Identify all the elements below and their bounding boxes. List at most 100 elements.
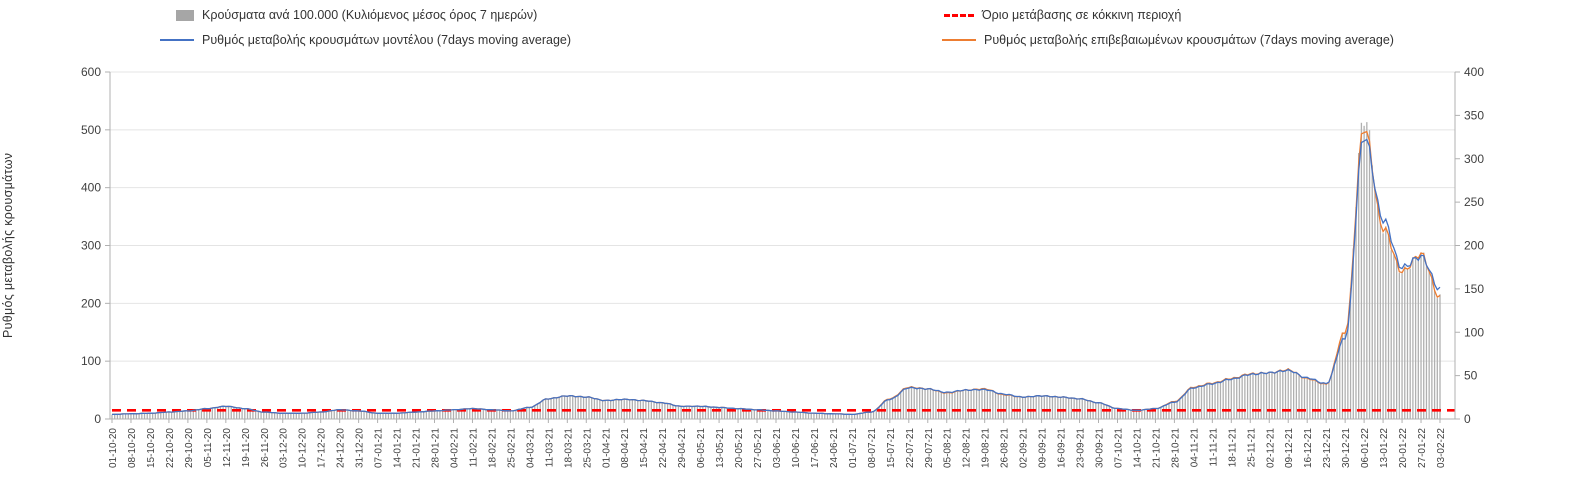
svg-text:11-03-21: 11-03-21 xyxy=(544,428,555,468)
svg-text:100: 100 xyxy=(1464,325,1484,339)
svg-text:29-10-20: 29-10-20 xyxy=(184,428,195,468)
svg-text:500: 500 xyxy=(81,123,101,137)
svg-text:17-06-21: 17-06-21 xyxy=(810,428,821,468)
svg-text:05-11-20: 05-11-20 xyxy=(203,428,214,468)
svg-text:01-04-21: 01-04-21 xyxy=(601,428,612,468)
svg-text:15-10-20: 15-10-20 xyxy=(146,428,157,468)
svg-text:600: 600 xyxy=(81,65,101,79)
svg-text:26-08-21: 26-08-21 xyxy=(1000,428,1011,468)
svg-text:03-12-20: 03-12-20 xyxy=(279,428,290,468)
svg-text:25-02-21: 25-02-21 xyxy=(506,428,517,468)
svg-text:11-02-21: 11-02-21 xyxy=(468,428,479,468)
svg-text:200: 200 xyxy=(81,296,101,310)
svg-text:30-12-21: 30-12-21 xyxy=(1341,428,1352,468)
svg-text:23-09-21: 23-09-21 xyxy=(1076,428,1087,468)
svg-text:24-12-20: 24-12-20 xyxy=(336,428,347,468)
svg-text:400: 400 xyxy=(81,181,101,195)
svg-text:31-12-20: 31-12-20 xyxy=(355,428,366,468)
svg-text:22-07-21: 22-07-21 xyxy=(905,428,916,468)
svg-text:350: 350 xyxy=(1464,108,1484,122)
svg-text:400: 400 xyxy=(1464,65,1484,79)
gray-bar-swatch-icon xyxy=(176,9,194,21)
svg-text:14-10-21: 14-10-21 xyxy=(1132,428,1143,468)
svg-text:08-04-21: 08-04-21 xyxy=(620,428,631,468)
svg-text:15-04-21: 15-04-21 xyxy=(639,428,650,468)
svg-text:24-06-21: 24-06-21 xyxy=(829,428,840,468)
svg-text:21-01-21: 21-01-21 xyxy=(412,428,423,468)
svg-text:25-11-21: 25-11-21 xyxy=(1246,428,1257,468)
legend-item-model-rate: Ρυθμός μεταβολής κρουσμάτων μοντέλου (7d… xyxy=(160,33,571,47)
svg-text:50: 50 xyxy=(1464,369,1478,383)
svg-text:18-11-21: 18-11-21 xyxy=(1227,428,1238,468)
svg-text:29-04-21: 29-04-21 xyxy=(677,428,688,468)
svg-text:28-01-21: 28-01-21 xyxy=(431,428,442,468)
legend-label-confirmed-rate: Ρυθμός μεταβολής επιβεβαιωμένων κρουσμάτ… xyxy=(984,33,1394,47)
orange-line-swatch-icon xyxy=(942,39,976,41)
svg-text:03-06-21: 03-06-21 xyxy=(772,428,783,468)
svg-text:26-11-20: 26-11-20 xyxy=(260,428,271,468)
svg-text:100: 100 xyxy=(81,354,101,368)
svg-text:04-11-21: 04-11-21 xyxy=(1189,428,1200,468)
svg-text:200: 200 xyxy=(1464,239,1484,253)
svg-text:13-05-21: 13-05-21 xyxy=(715,428,726,468)
svg-text:16-09-21: 16-09-21 xyxy=(1057,428,1068,468)
svg-text:30-09-21: 30-09-21 xyxy=(1095,428,1106,468)
svg-text:25-03-21: 25-03-21 xyxy=(582,428,593,468)
svg-text:150: 150 xyxy=(1464,282,1484,296)
svg-text:08-07-21: 08-07-21 xyxy=(867,428,878,468)
svg-text:01-07-21: 01-07-21 xyxy=(848,428,859,468)
svg-text:09-09-21: 09-09-21 xyxy=(1038,428,1049,468)
svg-text:300: 300 xyxy=(1464,152,1484,166)
svg-text:02-09-21: 02-09-21 xyxy=(1019,428,1030,468)
svg-text:03-02-22: 03-02-22 xyxy=(1436,428,1447,468)
legend-item-cases-per-100k: Κρούσματα ανά 100.000 (Κυλιόμενος μέσος … xyxy=(176,8,537,22)
svg-text:250: 250 xyxy=(1464,195,1484,209)
svg-text:27-01-22: 27-01-22 xyxy=(1417,428,1428,468)
svg-text:07-01-21: 07-01-21 xyxy=(374,428,385,468)
legend-item-confirmed-rate: Ρυθμός μεταβολής επιβεβαιωμένων κρουσμάτ… xyxy=(942,33,1394,47)
svg-text:29-07-21: 29-07-21 xyxy=(924,428,935,468)
svg-text:22-10-20: 22-10-20 xyxy=(165,428,176,468)
svg-text:01-10-20: 01-10-20 xyxy=(108,428,119,468)
svg-text:19-08-21: 19-08-21 xyxy=(981,428,992,468)
red-dashed-line-swatch-icon xyxy=(944,13,974,17)
svg-text:06-05-21: 06-05-21 xyxy=(696,428,707,468)
svg-text:16-12-21: 16-12-21 xyxy=(1303,428,1314,468)
svg-text:18-02-21: 18-02-21 xyxy=(487,428,498,468)
svg-text:11-11-21: 11-11-21 xyxy=(1208,428,1219,467)
legend-label-red-threshold: Όριο μετάβασης σε κόκκινη περιοχή xyxy=(982,8,1182,22)
svg-text:20-01-22: 20-01-22 xyxy=(1398,428,1409,468)
svg-text:07-10-21: 07-10-21 xyxy=(1113,428,1124,468)
y-axis-title: Ρυθμός μεταβολής κρουσμάτων xyxy=(1,152,15,338)
legend-label-model-rate: Ρυθμός μεταβολής κρουσμάτων μοντέλου (7d… xyxy=(202,33,572,47)
svg-text:12-11-20: 12-11-20 xyxy=(222,428,233,468)
svg-text:17-12-20: 17-12-20 xyxy=(317,428,328,468)
legend-item-red-threshold: Όριο μετάβασης σε κόκκινη περιοχή xyxy=(944,8,1181,22)
svg-text:10-12-20: 10-12-20 xyxy=(298,428,309,468)
svg-text:04-03-21: 04-03-21 xyxy=(525,428,536,468)
svg-text:05-08-21: 05-08-21 xyxy=(943,428,954,468)
svg-text:27-05-21: 27-05-21 xyxy=(753,428,764,468)
svg-text:08-10-20: 08-10-20 xyxy=(127,428,138,468)
svg-text:18-03-21: 18-03-21 xyxy=(563,428,574,468)
svg-text:13-01-22: 13-01-22 xyxy=(1379,428,1390,468)
svg-text:06-01-22: 06-01-22 xyxy=(1360,428,1371,468)
legend-label-cases-per-100k: Κρούσματα ανά 100.000 (Κυλιόμενος μέσος … xyxy=(202,8,538,22)
svg-text:10-06-21: 10-06-21 xyxy=(791,428,802,468)
svg-text:28-10-21: 28-10-21 xyxy=(1170,428,1181,468)
svg-text:0: 0 xyxy=(94,412,101,426)
svg-text:0: 0 xyxy=(1464,412,1471,426)
svg-text:300: 300 xyxy=(81,239,101,253)
svg-text:02-12-21: 02-12-21 xyxy=(1265,428,1276,468)
svg-text:23-12-21: 23-12-21 xyxy=(1322,428,1333,468)
blue-line-swatch-icon xyxy=(160,39,194,41)
svg-text:21-10-21: 21-10-21 xyxy=(1151,428,1162,468)
svg-text:09-12-21: 09-12-21 xyxy=(1284,428,1295,468)
svg-text:04-02-21: 04-02-21 xyxy=(449,428,460,468)
svg-text:15-07-21: 15-07-21 xyxy=(886,428,897,468)
svg-text:14-01-21: 14-01-21 xyxy=(393,428,404,468)
svg-text:12-08-21: 12-08-21 xyxy=(962,428,973,468)
svg-text:22-04-21: 22-04-21 xyxy=(658,428,669,468)
